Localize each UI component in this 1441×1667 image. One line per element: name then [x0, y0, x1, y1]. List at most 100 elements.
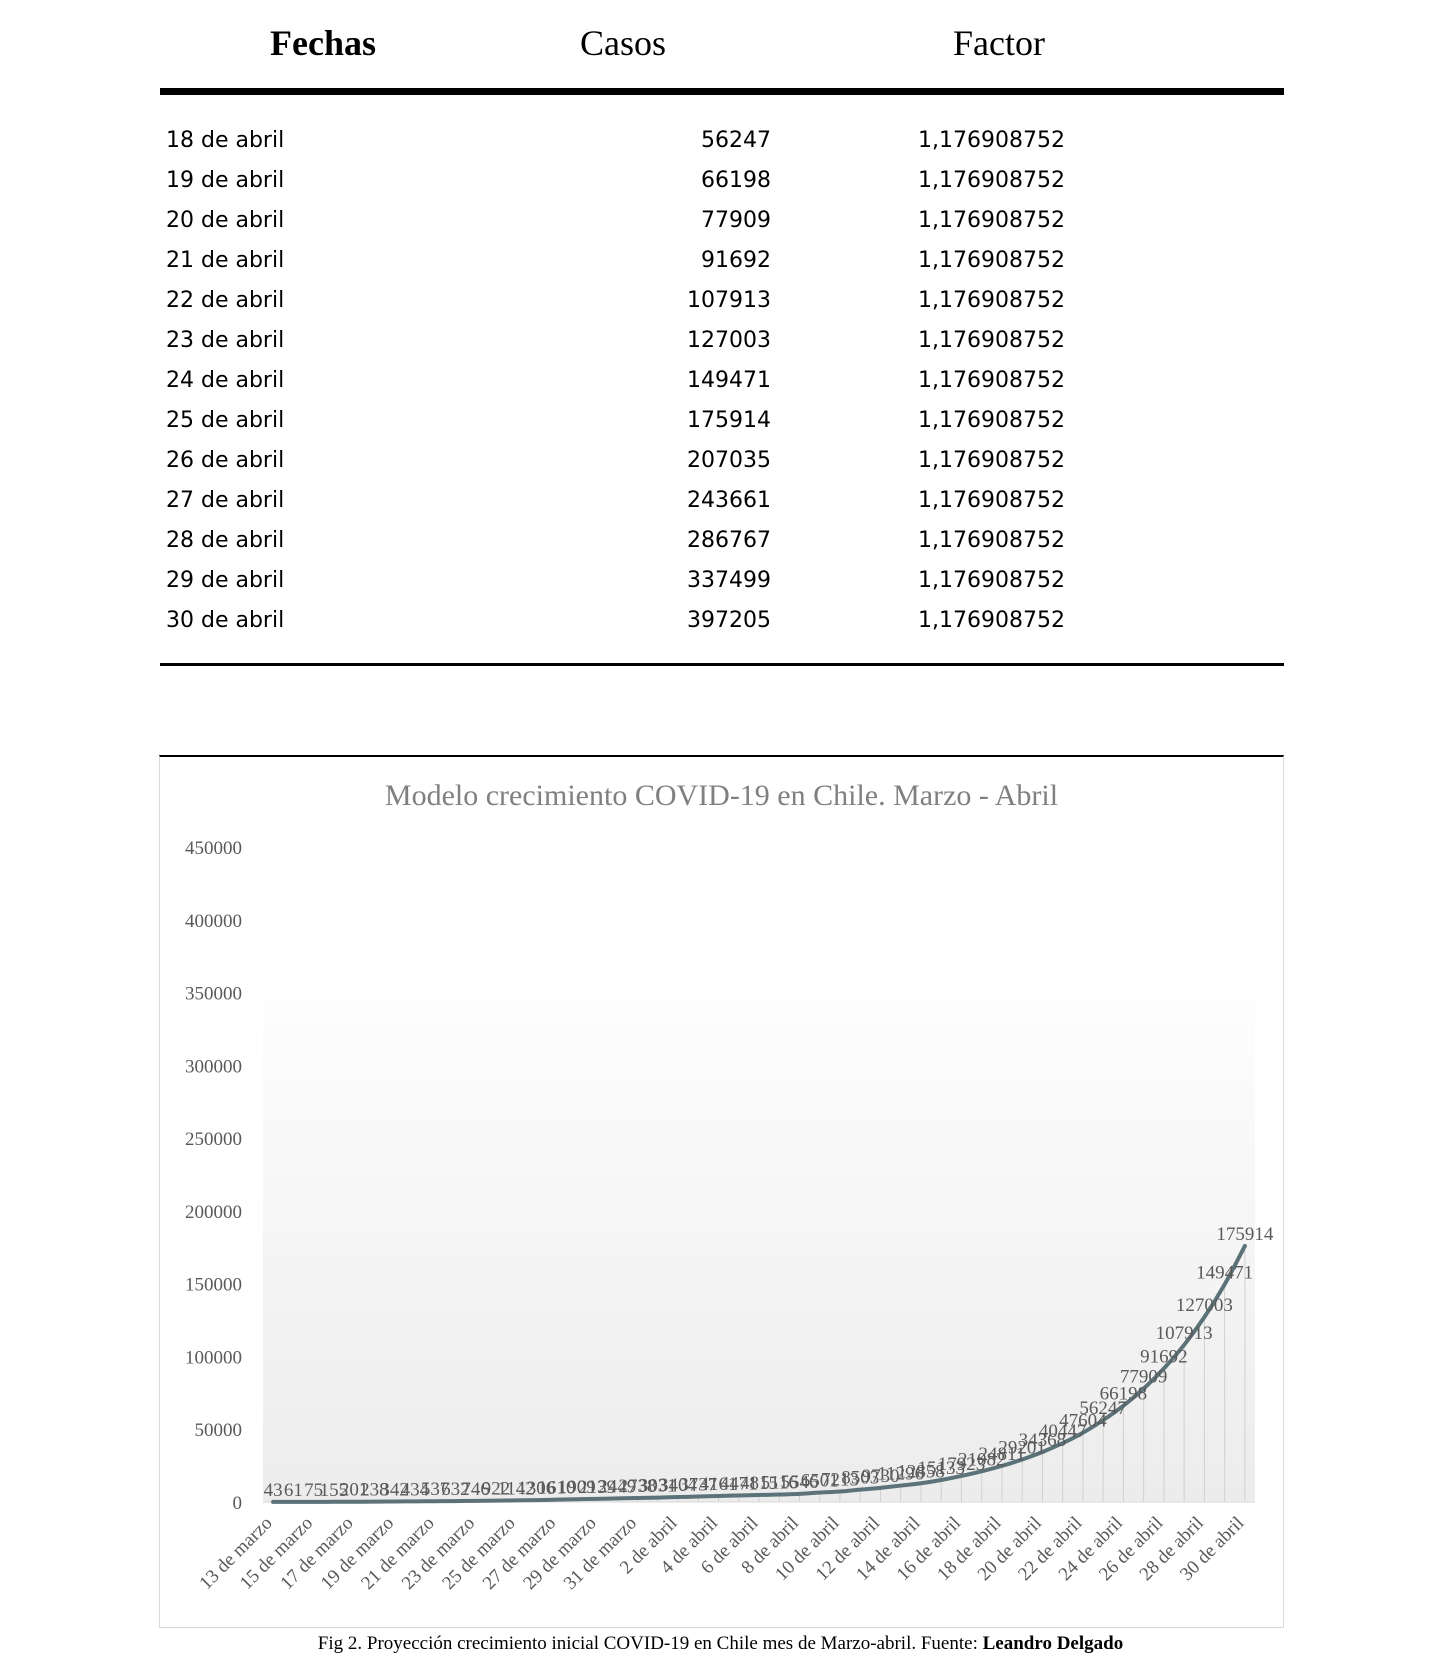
data-label: 4815 — [740, 1473, 778, 1494]
data-label: 40447 — [1039, 1421, 1087, 1442]
chart-title: Modelo crecimiento COVID-19 en Chile. Ma… — [385, 779, 1058, 812]
growth-chart: Modelo crecimiento COVID-19 en Chile. Ma… — [185, 779, 1274, 1594]
cell-cases: 91692 — [701, 248, 771, 273]
data-label: 61 — [284, 1480, 303, 1501]
table-row: 30 de abril 397205 1,176908752 — [0, 600, 1441, 640]
cell-cases: 286767 — [687, 528, 771, 553]
y-tick-label: 400000 — [185, 911, 242, 932]
header-casos: Casos — [580, 23, 667, 63]
cell-factor: 1,176908752 — [918, 568, 1065, 593]
y-tick-label: 0 — [233, 1493, 243, 1514]
cell-date: 20 de abril — [166, 208, 285, 233]
table-row: 18 de abril 56247 1,176908752 — [0, 120, 1441, 160]
data-label: 1306 — [517, 1478, 555, 1499]
cell-cases: 56247 — [701, 128, 771, 153]
cell-factor: 1,176908752 — [918, 528, 1065, 553]
table-row: 24 de abril 149471 1,176908752 — [0, 360, 1441, 400]
y-tick-label: 100000 — [185, 1347, 242, 1368]
data-label: 43 — [264, 1480, 283, 1501]
plot-background — [263, 956, 1255, 1502]
cell-factor: 1,176908752 — [918, 128, 1065, 153]
series-line — [271, 1243, 1247, 1504]
cell-date: 28 de abril — [166, 528, 285, 553]
cell-date: 24 de abril — [166, 368, 285, 393]
data-label: 746 — [461, 1479, 490, 1500]
y-tick-label: 450000 — [185, 838, 242, 859]
y-tick-label: 350000 — [185, 984, 242, 1005]
cell-date: 29 de abril — [166, 568, 285, 593]
cell-cases: 207035 — [687, 448, 771, 473]
data-label: 6501 — [801, 1471, 839, 1492]
cell-cases: 397205 — [687, 608, 771, 633]
cell-cases: 337499 — [687, 568, 771, 593]
data-label: 107913 — [1156, 1323, 1213, 1344]
data-label: 8503 — [841, 1468, 879, 1489]
data-label: 21082 — [958, 1449, 1006, 1470]
cell-date: 27 de abril — [166, 488, 285, 513]
cell-factor: 1,176908752 — [918, 448, 1065, 473]
data-label: 238 — [360, 1480, 389, 1501]
data-label: 922 — [482, 1479, 511, 1500]
y-tick-label: 150000 — [185, 1275, 242, 1296]
cell-factor: 1,176908752 — [918, 208, 1065, 233]
caption-text: Fig 2. Proyección crecimiento inicial CO… — [317, 1633, 983, 1654]
chart-frame: Modelo crecimiento COVID-19 en Chile. Ma… — [159, 755, 1284, 1628]
data-label: 342 — [380, 1480, 409, 1501]
table-row: 22 de abril 107913 1,176908752 — [0, 280, 1441, 320]
data-label: 1142 — [497, 1478, 534, 1499]
data-label: 1610 — [538, 1478, 576, 1499]
table-row: 29 de abril 337499 1,176908752 — [0, 560, 1441, 600]
data-label: 632 — [441, 1479, 470, 1500]
table-row: 25 de abril 175914 1,176908752 — [0, 400, 1441, 440]
cell-date: 26 de abril — [166, 448, 285, 473]
figure-caption: Fig 2. Proyección crecimiento inicial CO… — [0, 1633, 1441, 1655]
header-fechas: Fechas — [270, 23, 376, 63]
data-label: 5116 — [761, 1473, 798, 1494]
table-bottom-rule — [160, 663, 1284, 666]
table-row: 20 de abril 77909 1,176908752 — [0, 200, 1441, 240]
data-label: 24811 — [979, 1444, 1026, 1465]
data-label: 75 — [304, 1480, 323, 1501]
data-label: 15133 — [917, 1458, 965, 1479]
cell-factor: 1,176908752 — [918, 248, 1065, 273]
data-label: 2449 — [598, 1476, 636, 1497]
data-label: 66198 — [1100, 1384, 1148, 1405]
caption-author: Leandro Delgado — [982, 1633, 1124, 1654]
data-label: 537 — [421, 1479, 450, 1500]
cell-factor: 1,176908752 — [918, 328, 1065, 353]
table-row: 28 de abril 286767 1,176908752 — [0, 520, 1441, 560]
cell-date: 30 de abril — [166, 608, 285, 633]
table-top-rule — [160, 88, 1284, 95]
cell-cases: 243661 — [687, 488, 771, 513]
y-tick-label: 50000 — [195, 1420, 243, 1441]
data-label: 9730 — [861, 1466, 899, 1487]
data-label: 7213 — [821, 1470, 859, 1491]
data-label: 3031 — [639, 1476, 677, 1497]
y-tick-label: 300000 — [185, 1056, 242, 1077]
data-label: 155 — [320, 1480, 349, 1501]
cell-cases: 66198 — [701, 168, 771, 193]
data-label: 127003 — [1176, 1295, 1233, 1316]
data-label: 4161 — [700, 1474, 738, 1495]
cell-factor: 1,176908752 — [918, 608, 1065, 633]
cell-factor: 1,176908752 — [918, 488, 1065, 513]
data-label: 149471 — [1196, 1262, 1253, 1283]
data-label: 5546 — [780, 1472, 818, 1493]
table-row: 23 de abril 127003 1,176908752 — [0, 320, 1441, 360]
data-label: 2738 — [619, 1476, 657, 1497]
data-label: 29201 — [998, 1437, 1045, 1458]
data-label: 1909 — [558, 1477, 596, 1498]
table-row: 26 de abril 207035 1,176908752 — [0, 440, 1441, 480]
data-label: 34368 — [1019, 1430, 1067, 1451]
data-label: 77909 — [1120, 1367, 1168, 1388]
data-label: 4471 — [720, 1473, 758, 1494]
cell-factor: 1,176908752 — [918, 368, 1065, 393]
data-label: 201 — [340, 1480, 369, 1501]
data-label: 11296 — [877, 1464, 924, 1485]
data-label: 2139 — [578, 1477, 616, 1498]
table-row: 21 de abril 91692 1,176908752 — [0, 240, 1441, 280]
cell-factor: 1,176908752 — [918, 168, 1065, 193]
cell-cases: 77909 — [701, 208, 771, 233]
data-label: 3404 — [659, 1475, 698, 1496]
data-label: 47604 — [1059, 1411, 1107, 1432]
